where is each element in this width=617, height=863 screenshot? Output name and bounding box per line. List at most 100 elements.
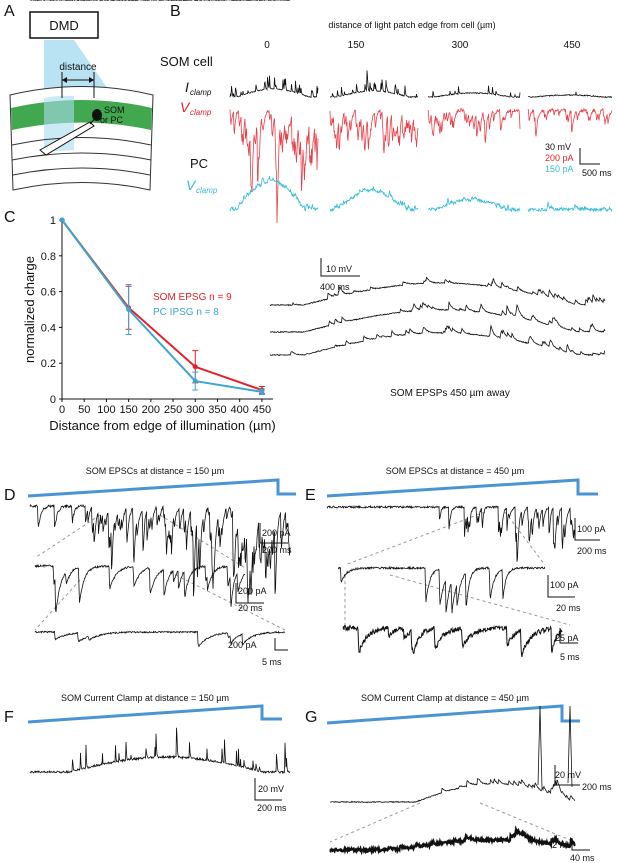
- label: 200 ms: [582, 782, 612, 792]
- y-tick-label: 0.2: [41, 358, 56, 370]
- trace: [229, 175, 319, 212]
- x-tick-label: 300: [186, 404, 204, 416]
- label: 150 pA: [545, 164, 574, 174]
- label: 100 pA: [577, 524, 606, 534]
- label: SOM EPSCs at distance = 450 µm: [386, 466, 525, 476]
- label: 300: [452, 40, 469, 51]
- label: clamp: [190, 88, 212, 97]
- label: 2 mV: [552, 840, 573, 850]
- x-tick-label: 50: [78, 404, 90, 416]
- trace: [528, 91, 612, 99]
- label: PC: [190, 156, 208, 171]
- series-line: [61, 219, 263, 391]
- label: distance of light patch edge from cell (…: [328, 20, 495, 30]
- trace: [229, 75, 319, 99]
- y-tick-label: 0.6: [41, 287, 56, 299]
- point: [259, 389, 265, 395]
- trace: [229, 109, 319, 223]
- label: 0: [264, 40, 270, 51]
- trace: [527, 107, 613, 137]
- x-tick-label: 0: [59, 404, 65, 416]
- light-ramps: [27, 478, 598, 725]
- trace: [269, 324, 606, 357]
- scale-bar: [320, 258, 360, 277]
- label: clamp: [196, 186, 218, 195]
- trace: [427, 196, 521, 213]
- point: [126, 307, 132, 312]
- label: 10 mV: [326, 264, 352, 274]
- slice-schematic: [9, 11, 154, 191]
- trace: [329, 825, 576, 856]
- x-tick-label: 150: [119, 404, 137, 416]
- label: B: [170, 3, 181, 20]
- label: 400 ms: [320, 282, 350, 292]
- label: DMD: [49, 18, 79, 33]
- trace: [34, 630, 286, 647]
- x-tick-label: 250: [164, 404, 182, 416]
- traces: [29, 0, 613, 856]
- trace: [337, 565, 546, 614]
- trace: [34, 564, 246, 613]
- label: 450: [564, 40, 581, 51]
- label: 25 pA: [555, 633, 579, 643]
- x-tick-label: 200: [142, 404, 160, 416]
- label: V: [180, 99, 191, 115]
- x-tick-label: 350: [208, 404, 226, 416]
- label: D: [4, 487, 16, 504]
- point: [59, 217, 65, 223]
- label: 150: [348, 40, 365, 51]
- label: 200 ms: [577, 546, 607, 556]
- trace: [29, 727, 291, 775]
- label: SOM Current Clamp at distance = 450 µm: [361, 693, 529, 703]
- y-axis-label: normalized charge: [22, 256, 37, 363]
- label: 5 ms: [560, 652, 580, 662]
- label: or PC: [100, 115, 124, 125]
- series-line: [61, 219, 263, 393]
- label: A: [4, 3, 15, 20]
- label: 200 ms: [257, 803, 287, 813]
- y-tick-label: 0: [50, 394, 56, 406]
- label: SOM: [104, 105, 125, 115]
- trace: [29, 0, 291, 2]
- trace: [427, 85, 521, 99]
- y-tick-label: 1: [50, 215, 56, 227]
- label: 200 pA: [238, 586, 267, 596]
- y-tick-label: 0.4: [41, 322, 56, 334]
- label: 30 mV: [545, 142, 571, 152]
- trace: [427, 108, 521, 144]
- trace: [29, 503, 291, 604]
- label: V: [186, 177, 197, 193]
- label: 200 pA: [228, 640, 257, 650]
- trace: [527, 201, 613, 213]
- legend-entry: SOM EPSG n = 9: [153, 292, 232, 303]
- x-tick-label: 100: [97, 404, 115, 416]
- trace: [342, 624, 563, 658]
- label: E: [305, 487, 316, 504]
- label: SOM EPSPs 450 µm away: [390, 388, 510, 399]
- label: 200 pA: [545, 153, 574, 163]
- trace: [326, 504, 576, 562]
- label: 100 pA: [550, 580, 579, 590]
- label: 20 ms: [238, 603, 263, 613]
- label: SOM Current Clamp at distance = 150 µm: [61, 693, 229, 703]
- label: 200 pA: [262, 528, 291, 538]
- legend-entry: PC IPSG n = 8: [153, 307, 219, 318]
- label: 20 mV: [555, 770, 581, 780]
- label: 500 ms: [582, 168, 612, 178]
- trace: [329, 777, 576, 804]
- x-tick-label: 400: [231, 404, 249, 416]
- trace: [269, 276, 606, 307]
- label: SOM cell: [160, 54, 213, 69]
- trace: [330, 70, 419, 99]
- x-axis-label: Distance from edge of illumination (µm): [49, 418, 275, 433]
- label: 5 ms: [262, 657, 282, 667]
- x-tick-label: 450: [253, 404, 271, 416]
- label: 40 ms: [570, 853, 595, 863]
- trace: [329, 109, 419, 154]
- zoom-lines: [34, 511, 576, 843]
- label: 20 ms: [556, 603, 581, 613]
- point: [192, 364, 198, 370]
- label: clamp: [190, 108, 212, 117]
- trace: [537, 705, 573, 789]
- label: C: [4, 209, 16, 226]
